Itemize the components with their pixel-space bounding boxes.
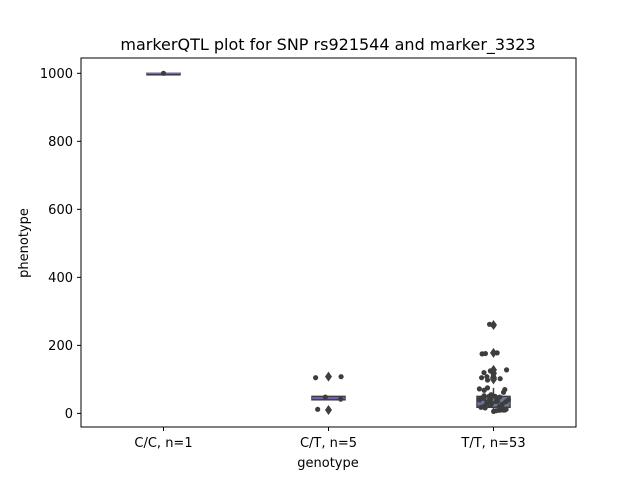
plot-area — [146, 70, 512, 415]
data-point — [481, 387, 487, 393]
data-point — [484, 377, 491, 383]
y-tick-label: 600 — [48, 203, 73, 218]
outlier-marker — [490, 347, 497, 358]
data-point — [482, 405, 488, 411]
y-tick-label: 1000 — [40, 67, 73, 82]
outlier-marker — [325, 371, 332, 382]
y-axis-label: phenotype — [17, 208, 32, 278]
group-1 — [311, 371, 346, 415]
data-point — [479, 375, 485, 381]
y-tick-label: 400 — [48, 271, 73, 286]
y-tick-label: 800 — [48, 135, 73, 150]
data-point — [487, 368, 493, 374]
data-point — [497, 376, 503, 382]
data-point — [338, 374, 344, 380]
outlier-marker — [325, 404, 332, 415]
data-point — [493, 398, 500, 405]
data-point — [494, 350, 500, 356]
data-point — [160, 70, 167, 76]
data-point — [503, 367, 510, 373]
chart-title: markerQTL plot for SNP rs921544 and mark… — [120, 35, 535, 55]
data-point — [481, 369, 487, 376]
x-axis: C/C, n=1 C/T, n=5 T/T, n=53 — [134, 427, 526, 451]
data-point — [478, 404, 484, 410]
data-point — [313, 375, 319, 381]
data-point — [487, 402, 493, 408]
data-point — [490, 373, 497, 379]
data-point — [322, 394, 328, 400]
y-tick-label: 200 — [48, 339, 73, 354]
data-point — [491, 408, 497, 414]
x-tick-label: T/T, n=53 — [460, 436, 525, 451]
data-point — [490, 323, 497, 329]
data-point — [500, 389, 507, 395]
x-tick-label: C/C, n=1 — [134, 436, 192, 451]
data-point — [481, 395, 487, 402]
group-2 — [476, 319, 512, 414]
data-point — [486, 321, 493, 327]
x-tick-label: C/T, n=5 — [300, 436, 357, 451]
y-tick-label: 0 — [65, 407, 73, 422]
x-axis-label: genotype — [297, 456, 358, 471]
data-point — [479, 351, 485, 357]
axes-frame — [80, 57, 577, 428]
data-point — [477, 397, 483, 403]
data-point — [315, 406, 321, 412]
group-0 — [146, 70, 181, 76]
data-point — [338, 396, 344, 402]
data-point — [476, 386, 482, 392]
y-axis: 0 200 400 600 800 1000 — [40, 67, 81, 422]
